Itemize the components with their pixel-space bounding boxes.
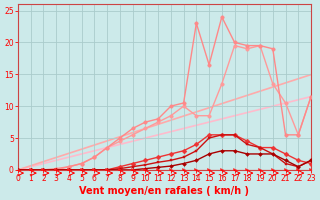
X-axis label: Vent moyen/en rafales ( km/h ): Vent moyen/en rafales ( km/h ) [79, 186, 250, 196]
